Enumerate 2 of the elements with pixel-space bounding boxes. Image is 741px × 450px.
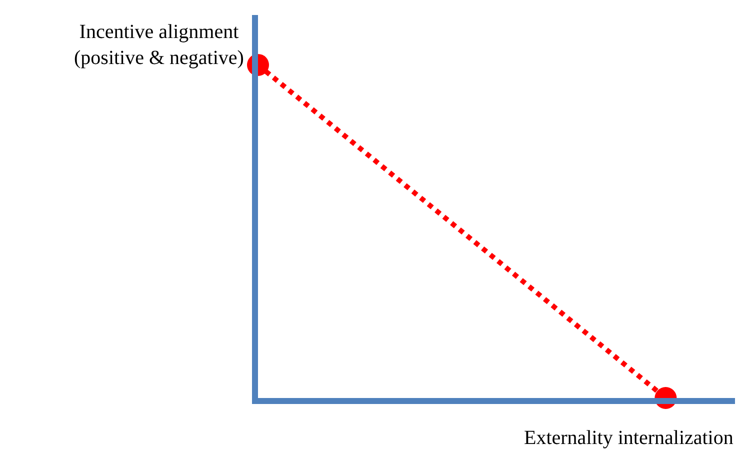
y-axis-title: Incentive alignment (positive & negative) bbox=[74, 21, 244, 69]
x-axis-title: Externality internalization bbox=[524, 427, 734, 449]
